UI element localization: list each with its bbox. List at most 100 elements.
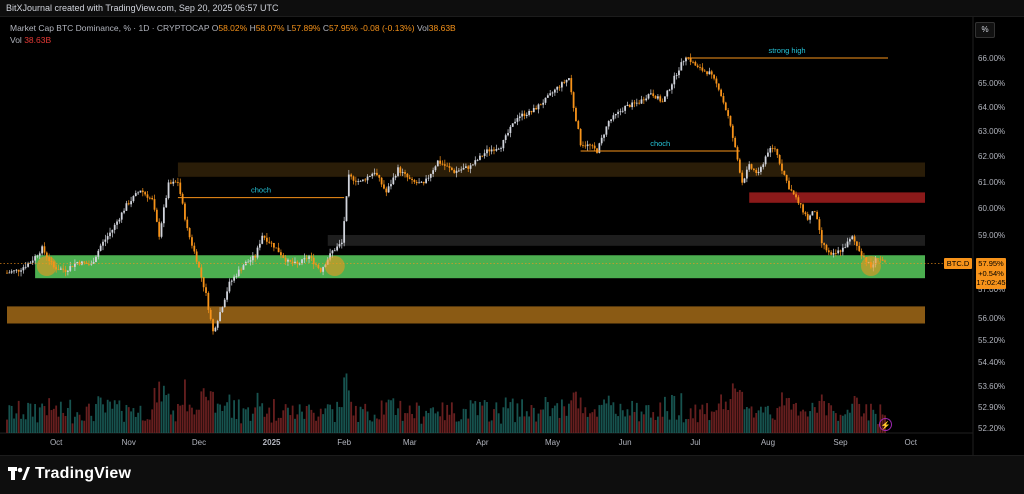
- volume-bar: [237, 399, 240, 433]
- volume-bar: [457, 421, 460, 433]
- lightning-icon[interactable]: ⚡: [879, 418, 892, 431]
- legend-open-label: O: [211, 23, 219, 33]
- volume-bar: [22, 414, 25, 433]
- candle-body: [383, 184, 385, 189]
- volume-bar: [148, 419, 151, 433]
- volume-bar: [385, 402, 388, 433]
- candle-body: [551, 92, 554, 94]
- price-tick-label: 60.00%: [978, 204, 1005, 213]
- candle-body: [736, 147, 739, 160]
- candle-body: [289, 259, 292, 262]
- candle-body: [71, 266, 74, 267]
- candle-body: [305, 258, 308, 260]
- volume-bar: [359, 406, 362, 433]
- candle-body: [22, 267, 25, 271]
- candle-body: [223, 299, 226, 308]
- candle-body: [455, 170, 458, 173]
- price-tick-label: 61.00%: [978, 178, 1005, 187]
- candle-body: [638, 102, 641, 104]
- candle-body: [34, 256, 36, 261]
- candle-body: [783, 170, 786, 175]
- candle-body: [443, 164, 446, 166]
- candle-body: [106, 236, 109, 240]
- candle-body: [830, 252, 833, 255]
- volume-bar: [694, 404, 697, 433]
- price-chart[interactable]: strong high choch choch 66.00% 65.00% 64.00% 6…: [0, 17, 1024, 455]
- candle-body: [666, 90, 669, 97]
- volume-bar: [298, 404, 301, 433]
- candle-body: [104, 239, 107, 242]
- volume-bar: [275, 420, 278, 433]
- legend-vol-label: Vol: [416, 23, 429, 33]
- volume-bar: [664, 396, 666, 433]
- volume-bar: [874, 413, 877, 433]
- candle-body: [715, 78, 718, 84]
- candle-body: [29, 262, 32, 264]
- candle-body: [137, 192, 140, 194]
- volume-bar: [366, 411, 369, 433]
- volume-bar: [258, 406, 261, 433]
- candle-body: [90, 263, 93, 265]
- time-tick-label: Apr: [476, 438, 489, 447]
- volume-bar: [687, 419, 690, 433]
- candle-body: [439, 160, 442, 164]
- volume-bar: [361, 409, 364, 433]
- candle-body: [881, 259, 884, 261]
- candle-body: [209, 309, 212, 320]
- candle-body: [792, 190, 795, 195]
- time-tick-label: Jul: [690, 438, 700, 447]
- volume-bar: [497, 413, 500, 433]
- volume-bar: [209, 391, 212, 433]
- volume-bar: [277, 417, 280, 433]
- volume-bar: [404, 413, 406, 433]
- price-tick-label: 52.20%: [978, 424, 1005, 433]
- candle-body: [633, 102, 636, 104]
- candle-body: [568, 78, 570, 80]
- candle-body: [205, 287, 207, 293]
- candle-body: [659, 96, 662, 102]
- tradingview-logo-icon: [8, 467, 30, 480]
- legend-high-label: H: [249, 23, 256, 33]
- legend-symbol-row: Market Cap BTC Dominance, % · 1D · CRYPT…: [10, 22, 456, 34]
- candle-body: [771, 148, 774, 149]
- volume-bar: [322, 414, 324, 433]
- legend-close: 57.95%: [329, 23, 358, 33]
- candle-body: [258, 243, 261, 248]
- volume-bar: [31, 416, 34, 433]
- candle-body: [298, 263, 301, 265]
- candle-body: [717, 83, 720, 90]
- volume-bar: [193, 414, 196, 433]
- volume-bar: [767, 405, 769, 433]
- percent-scale-button[interactable]: %: [975, 22, 995, 38]
- volume-bar: [685, 419, 687, 433]
- volume-bar: [834, 413, 837, 433]
- candle-body: [17, 269, 20, 272]
- candle-body: [839, 250, 842, 252]
- candle-body: [88, 263, 90, 265]
- volume-bar: [27, 402, 29, 433]
- volume-bar: [226, 402, 228, 433]
- tradingview-brand[interactable]: TradingView: [8, 465, 131, 483]
- volume-label[interactable]: Vol: [10, 35, 22, 45]
- candle-body: [294, 261, 296, 264]
- candle-body: [488, 149, 491, 152]
- legend-symbol[interactable]: Market Cap BTC Dominance, % · 1D · CRYPT…: [10, 23, 210, 33]
- candle-body: [848, 239, 851, 242]
- candle-body: [671, 84, 673, 90]
- candle-body: [191, 237, 193, 246]
- volume-bar: [640, 411, 643, 433]
- candle-body: [682, 61, 685, 63]
- volume-bar: [483, 400, 486, 433]
- candle-body: [582, 145, 584, 147]
- volume-bar: [860, 416, 863, 433]
- candle-body: [553, 89, 556, 93]
- volume-bar: [579, 397, 582, 433]
- candle-body: [284, 257, 287, 262]
- volume-bar: [195, 409, 198, 433]
- candle-body: [420, 181, 423, 183]
- candle-body: [544, 97, 547, 103]
- candle-body: [310, 256, 313, 258]
- candle-body: [884, 260, 886, 262]
- volume-bar: [111, 408, 114, 433]
- volume-bar: [717, 403, 720, 433]
